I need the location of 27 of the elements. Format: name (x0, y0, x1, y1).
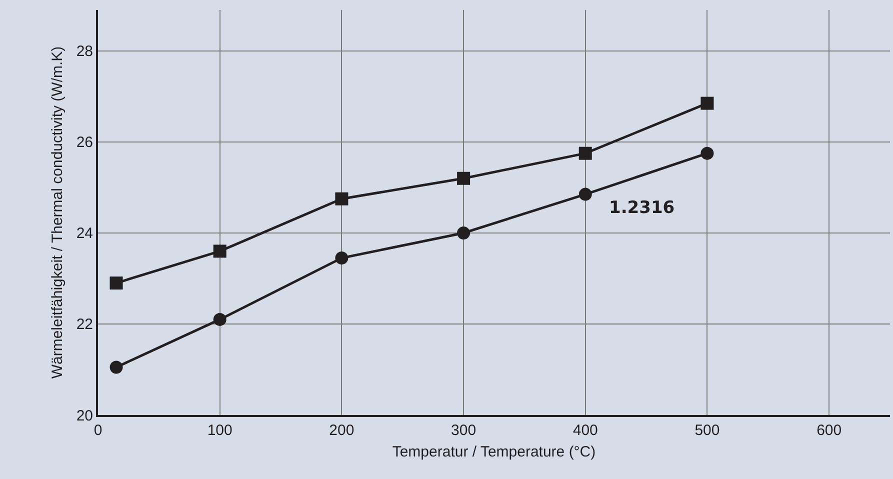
point (700, 146, 714, 160)
y-tick-label: 24 (76, 225, 93, 242)
point (578, 146, 592, 160)
x-tick-label: 400 (572, 422, 598, 439)
series-label: 1.2316 (609, 198, 675, 218)
x-tick-label: 500 (694, 422, 720, 439)
point (700, 96, 714, 110)
y-tick-label: 28 (76, 43, 93, 60)
x-tick-label: 600 (816, 422, 842, 439)
point (335, 192, 348, 206)
point (213, 244, 226, 258)
x-tick-label: 300 (451, 422, 476, 439)
y-tick-label: 20 (76, 407, 93, 424)
point (213, 312, 226, 326)
x-tick-label: 200 (329, 422, 354, 439)
x-tick-label: 0 (94, 422, 102, 439)
point (457, 172, 470, 185)
y-axis-title: Wärmeleitfähigkeit / Thermal conductivity (W/m.K) (49, 46, 66, 379)
point (578, 188, 592, 201)
y-tick-label: 26 (76, 134, 93, 152)
point (335, 252, 348, 265)
x-tick-label: 100 (207, 422, 232, 439)
y-tick-label: 22 (76, 316, 93, 334)
point (110, 360, 123, 374)
point (457, 226, 470, 240)
point (110, 276, 123, 290)
x-axis-title: Temperatur / Temperature (°C) (392, 444, 596, 460)
